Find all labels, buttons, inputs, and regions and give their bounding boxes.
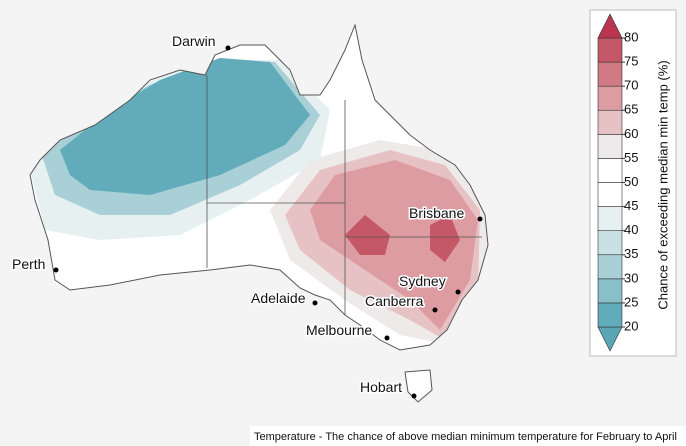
city-label: Sydney	[399, 273, 446, 289]
caption: Temperature - The chance of above median…	[254, 431, 677, 443]
colorbar-tick-label: 25	[624, 294, 638, 309]
city-label: Darwin	[172, 33, 216, 49]
city-label: Perth	[12, 256, 45, 272]
colorbar-segment	[597, 254, 623, 280]
colorbar-tick-label: 75	[624, 54, 638, 69]
colorbar-segment	[597, 85, 623, 111]
colorbar-tick-label: 45	[624, 198, 638, 213]
colorbar-segment	[597, 37, 623, 63]
colorbar-tick-label: 80	[624, 29, 638, 44]
colorbar: 20 25 30 35 40 45 50 55 60 65 70 75 80	[597, 13, 638, 352]
colorbar-extend-high	[597, 13, 623, 39]
colorbar-tick-label: 60	[624, 126, 638, 141]
colorbar-tick-label: 35	[624, 246, 638, 261]
city-label: Canberra	[365, 293, 424, 309]
colorbar-segment	[597, 206, 623, 231]
city-dot	[432, 307, 438, 313]
city-label: Melbourne	[306, 322, 372, 338]
colorbar-tick-label: 65	[624, 102, 638, 117]
city-label: Brisbane	[409, 205, 464, 221]
colorbar-segment	[597, 302, 623, 328]
city-label: Hobart	[360, 379, 402, 395]
city-label: Adelaide	[251, 290, 306, 306]
colorbar-segment	[597, 61, 623, 87]
caption-box	[250, 426, 686, 446]
colorbar-tick-label: 20	[624, 318, 638, 333]
colorbar-segment	[597, 158, 623, 183]
colorbar-tick-label: 55	[624, 150, 638, 165]
city-dot	[384, 335, 390, 341]
colorbar-tick-label: 30	[624, 270, 638, 285]
city-dot	[455, 289, 461, 295]
colorbar-tick-label: 70	[624, 78, 638, 93]
colorbar-tick-label: 50	[624, 174, 638, 189]
city-dot	[312, 300, 318, 306]
city-dot	[411, 393, 417, 399]
colorbar-segment	[597, 182, 623, 207]
city-markers	[53, 45, 483, 399]
colorbar-segment	[597, 278, 623, 304]
city-dot	[53, 267, 59, 273]
colorbar-tick-label: 40	[624, 222, 638, 237]
colorbar-label: Chance of exceeding median min temp (%)	[655, 60, 670, 309]
city-dot	[225, 45, 231, 51]
colorbar-segment	[597, 230, 623, 256]
colorbar-segment	[597, 109, 623, 135]
city-dot	[477, 216, 483, 222]
colorbar-segment	[597, 134, 623, 159]
